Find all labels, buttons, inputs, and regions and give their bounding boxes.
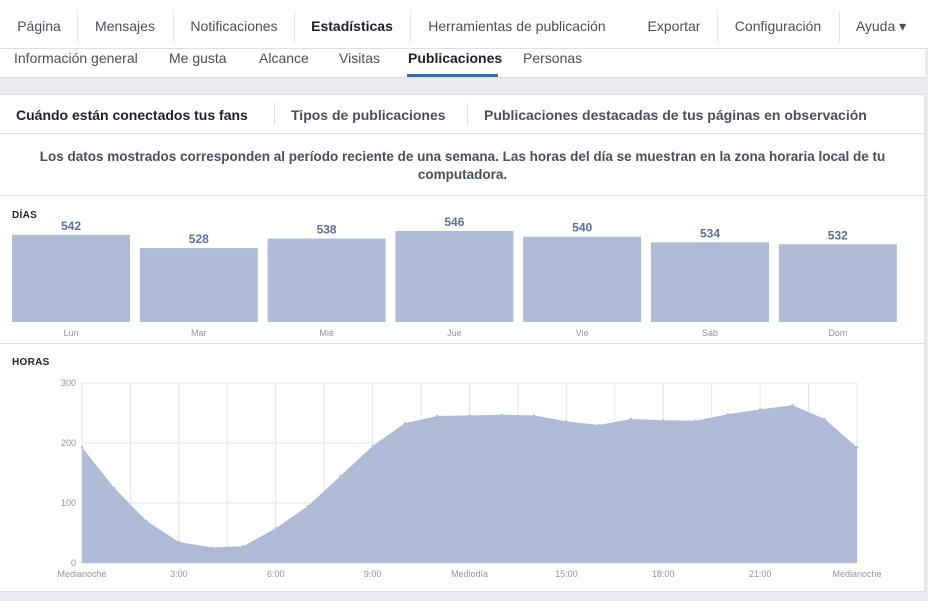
hour-point [791, 404, 794, 407]
hour-point [726, 413, 730, 416]
tab-tipos-publicaciones[interactable]: Tipos de publicaciones [291, 107, 446, 123]
hour-point [113, 486, 116, 490]
x-tick-label: Mediodía [451, 569, 488, 579]
hour-point [532, 414, 536, 417]
tab-cuando-conectados[interactable]: Cuándo están conectados tus fans [16, 107, 248, 123]
nav-configuracion[interactable]: Configuración [734, 18, 822, 34]
nav-separator [294, 11, 295, 43]
hour-point [436, 414, 439, 418]
hours-section-label: HORAS [12, 357, 50, 368]
day-category-label: Jue [447, 328, 462, 338]
subnav-me-gusta[interactable]: Me gusta [169, 50, 227, 66]
x-tick-label: 21:00 [749, 569, 772, 579]
nav-ayuda-dropdown[interactable]: Ayuda ▾ [855, 18, 907, 34]
y-tick-label: 100 [61, 498, 76, 508]
posts-insights-card: Cuándo están conectados tus fans Tipos d… [0, 94, 925, 592]
day-bar-sáb [651, 242, 769, 322]
subnav-informacion-general[interactable]: Información general [14, 50, 138, 66]
hour-point [662, 419, 665, 422]
hour-point [80, 446, 84, 449]
day-bar-value: 546 [444, 215, 464, 229]
nav-herramientas-publicacion[interactable]: Herramientas de publicación [428, 18, 606, 34]
days-section-label: DÍAS [12, 210, 38, 221]
hour-point [758, 408, 762, 411]
active-tab-underline [407, 74, 498, 77]
hour-point [823, 417, 826, 421]
x-tick-label: Medianoche [832, 569, 881, 579]
y-tick-label: 200 [61, 438, 76, 448]
x-tick-label: 6:00 [267, 569, 285, 579]
hour-point [403, 422, 407, 425]
day-category-label: Mar [191, 328, 207, 338]
day-bar-value: 542 [61, 219, 81, 233]
hour-point [855, 446, 859, 449]
hour-point [500, 413, 503, 416]
hour-point [242, 545, 245, 548]
nav-separator [717, 11, 718, 43]
day-bar-vie [523, 236, 642, 322]
day-bar-value: 532 [828, 228, 848, 242]
x-tick-label: 18:00 [652, 569, 675, 579]
day-bar-value: 540 [572, 221, 592, 235]
day-category-label: Sáb [702, 328, 718, 338]
hours-area-series [82, 405, 857, 563]
y-tick-label: 0 [71, 558, 76, 568]
hour-point [339, 474, 342, 478]
day-category-label: Vie [576, 328, 589, 338]
day-bar-value: 534 [700, 226, 720, 240]
nav-separator [410, 11, 411, 43]
tab-separator [274, 103, 275, 125]
x-tick-label: 15:00 [555, 569, 578, 579]
section-divider [0, 343, 925, 344]
subnav-alcance[interactable]: Alcance [259, 50, 309, 66]
y-tick-label: 300 [61, 378, 76, 388]
day-category-label: Lun [63, 328, 78, 338]
subnav-personas[interactable]: Personas [523, 50, 583, 66]
nav-separator [173, 11, 174, 43]
nav-separator [77, 11, 78, 43]
tab-publicaciones-destacadas[interactable]: Publicaciones destacadas de tus páginas … [484, 107, 867, 123]
period-notice: Los datos mostrados corresponden al perí… [0, 134, 925, 196]
x-tick-label: 9:00 [364, 569, 382, 579]
day-bar-lun [12, 234, 130, 322]
day-bar-dom [778, 244, 897, 322]
hour-point [274, 527, 277, 530]
hour-point [177, 540, 181, 544]
hour-point [565, 420, 568, 423]
x-tick-label: 3:00 [170, 569, 188, 579]
hour-point [371, 444, 374, 448]
insights-subnav: Información general Me gusta Alcance Vis… [0, 49, 925, 78]
day-bar-mar [139, 248, 258, 322]
nav-exportar[interactable]: Exportar [647, 18, 701, 34]
nav-estadisticas[interactable]: Estadísticas [311, 18, 393, 34]
subnav-publicaciones[interactable]: Publicaciones [408, 50, 503, 66]
day-bar-value: 538 [317, 223, 337, 237]
tab-separator [467, 103, 468, 125]
hour-point [597, 423, 600, 427]
hour-point [694, 419, 697, 422]
hour-point [209, 546, 213, 549]
hour-point [306, 504, 310, 508]
nav-separator [839, 11, 840, 43]
hour-point [629, 417, 633, 421]
nav-notificaciones[interactable]: Notificaciones [190, 18, 278, 34]
x-tick-label: Medianoche [57, 569, 106, 579]
day-bar-mié [267, 238, 386, 322]
day-bar-value: 528 [189, 232, 209, 246]
hours-area-chart: 0 100 200 300 Medianoche 3:00 6:00 9:00 Mediodía… [57, 378, 881, 579]
day-category-label: Mié [319, 328, 334, 338]
day-bar-jue [395, 231, 514, 322]
posts-tabs: Cuándo están conectados tus fans Tipos d… [0, 95, 925, 134]
day-category-label: Dom [828, 328, 847, 338]
nav-pagina[interactable]: Página [17, 18, 61, 34]
hour-point [145, 519, 148, 523]
nav-mensajes[interactable]: Mensajes [95, 18, 155, 34]
subnav-visitas[interactable]: Visitas [339, 50, 380, 66]
top-navigation: Página Mensajes Notificaciones Estadísti… [0, 0, 928, 49]
days-bar-chart: 542 Lun 528 Mar 538 Mié 546 Jue 540 Vie 534 Sáb 532 D… [12, 215, 897, 338]
hour-point [468, 414, 471, 417]
